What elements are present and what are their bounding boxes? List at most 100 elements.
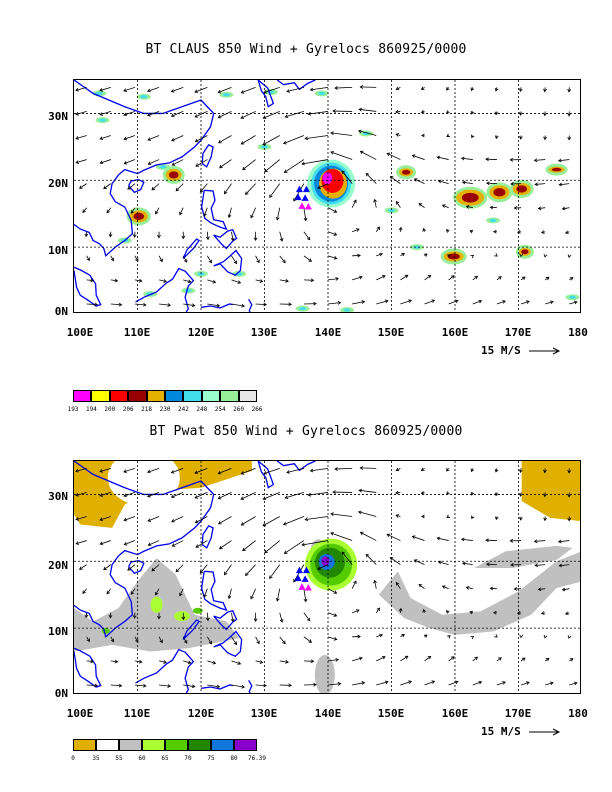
- wind-vector-shaft: [86, 303, 98, 305]
- wind-vector-head: [395, 514, 400, 518]
- wind-vector: [99, 516, 111, 522]
- wind-vector-shaft: [231, 684, 245, 688]
- wind-vector-shaft: [279, 636, 286, 644]
- wind-vector-shaft: [390, 557, 401, 565]
- wind-vector-shaft: [562, 588, 570, 591]
- wind-vector-shaft: [123, 135, 136, 140]
- wind-vector-head: [155, 591, 159, 596]
- wind-vector-shaft: [395, 201, 401, 208]
- wind-vector-shaft: [194, 111, 208, 118]
- wind-vector-shaft: [276, 588, 281, 601]
- wind-vector-head: [498, 276, 502, 280]
- wind-vector-head: [127, 186, 131, 190]
- wind-vector: [255, 660, 264, 664]
- wind-vector-shaft: [155, 207, 160, 215]
- wind-vector-shaft: [99, 516, 111, 521]
- wind-vector-shaft: [218, 467, 232, 474]
- wind-vector: [303, 231, 311, 241]
- wind-vector-shaft: [285, 111, 304, 118]
- wind-vector-head: [99, 88, 103, 92]
- wind-vector: [171, 135, 184, 142]
- wind-vector-shaft: [330, 151, 353, 160]
- wind-vector-head: [191, 303, 196, 308]
- wind-vector-shaft: [224, 564, 232, 575]
- wind-vector-shaft: [207, 660, 216, 664]
- wind-vector-shaft: [424, 299, 435, 305]
- wind-vector: [437, 179, 449, 185]
- wind-vector: [269, 183, 281, 199]
- wind-vector-shaft: [283, 135, 305, 144]
- wind-vector: [398, 226, 403, 232]
- wind-vector-shaft: [134, 279, 142, 282]
- wind-vector: [230, 612, 235, 623]
- colorbar-tick-label: 35: [92, 755, 100, 762]
- wind-vector: [203, 207, 208, 217]
- wind-vector-head: [75, 136, 80, 140]
- wind-vector-head: [386, 533, 391, 538]
- wind-vector: [395, 109, 401, 114]
- wind-vector-shaft: [358, 511, 377, 517]
- wind-vector-shaft: [545, 682, 554, 686]
- wind-vector-shaft: [279, 231, 283, 242]
- wind-vector-shaft: [255, 255, 260, 263]
- wind-vector-head: [275, 216, 280, 221]
- wind-vector-shaft: [264, 540, 280, 554]
- coastline: [213, 630, 243, 657]
- wind-vector-shaft: [305, 135, 329, 139]
- wind-vector-shaft: [134, 255, 139, 262]
- wind-vector-head: [337, 681, 342, 686]
- wind-vector: [557, 539, 570, 544]
- wind-vector-shaft: [207, 279, 216, 283]
- wind-vector: [351, 199, 357, 208]
- wind-vector: [86, 636, 90, 643]
- wind-vector: [110, 278, 119, 283]
- wind-vector-head: [470, 468, 475, 473]
- wind-vector: [103, 183, 112, 190]
- wind-vector: [485, 538, 497, 543]
- wind-vector-head: [423, 634, 428, 638]
- wind-vector: [250, 207, 256, 219]
- wind-vector: [182, 636, 188, 644]
- coastline: [135, 267, 195, 312]
- wind-vector: [327, 300, 342, 305]
- wind-vector-head: [245, 191, 249, 196]
- wind-vector: [146, 467, 160, 474]
- wind-vector-head: [421, 514, 425, 519]
- wind-vector-head: [471, 515, 475, 520]
- wind-vector-shaft: [195, 135, 208, 143]
- wind-vector: [567, 87, 572, 93]
- wind-vector-shaft: [147, 492, 160, 497]
- wind-vector-head: [263, 89, 268, 94]
- wind-vector-head: [465, 586, 470, 590]
- p2-reference-vector: 15 M/S: [481, 725, 563, 738]
- wind-vector: [389, 176, 401, 184]
- wind-vector: [448, 299, 459, 305]
- wind-vector-head: [263, 470, 268, 475]
- wind-vector-shaft: [360, 151, 377, 160]
- wind-vector: [231, 660, 242, 665]
- coastline: [200, 684, 233, 690]
- wind-vector-head: [513, 206, 518, 210]
- wind-vector: [494, 516, 499, 521]
- wind-vector-shaft: [283, 516, 305, 525]
- wind-vector: [472, 656, 479, 662]
- wind-vector-shaft: [155, 588, 160, 596]
- wind-vector: [469, 610, 474, 615]
- wind-vector-shaft: [496, 276, 502, 281]
- coastline: [248, 298, 253, 312]
- wind-vector-shaft: [375, 226, 380, 232]
- wind-vector: [171, 516, 184, 523]
- wind-vector-head: [99, 112, 103, 116]
- wind-vector-shaft: [86, 279, 94, 282]
- wind-vector-head: [436, 155, 441, 160]
- wind-vector: [240, 467, 256, 475]
- wind-vector: [231, 303, 245, 308]
- cloud-cluster-core: [447, 253, 460, 260]
- wind-vector-head: [516, 611, 521, 615]
- wind-vector-head: [469, 610, 474, 615]
- wind-vector-shaft: [218, 86, 232, 93]
- wind-vector-head: [330, 150, 334, 155]
- wind-vector: [86, 255, 90, 262]
- wind-vector: [330, 131, 353, 136]
- wind-vector: [448, 680, 459, 686]
